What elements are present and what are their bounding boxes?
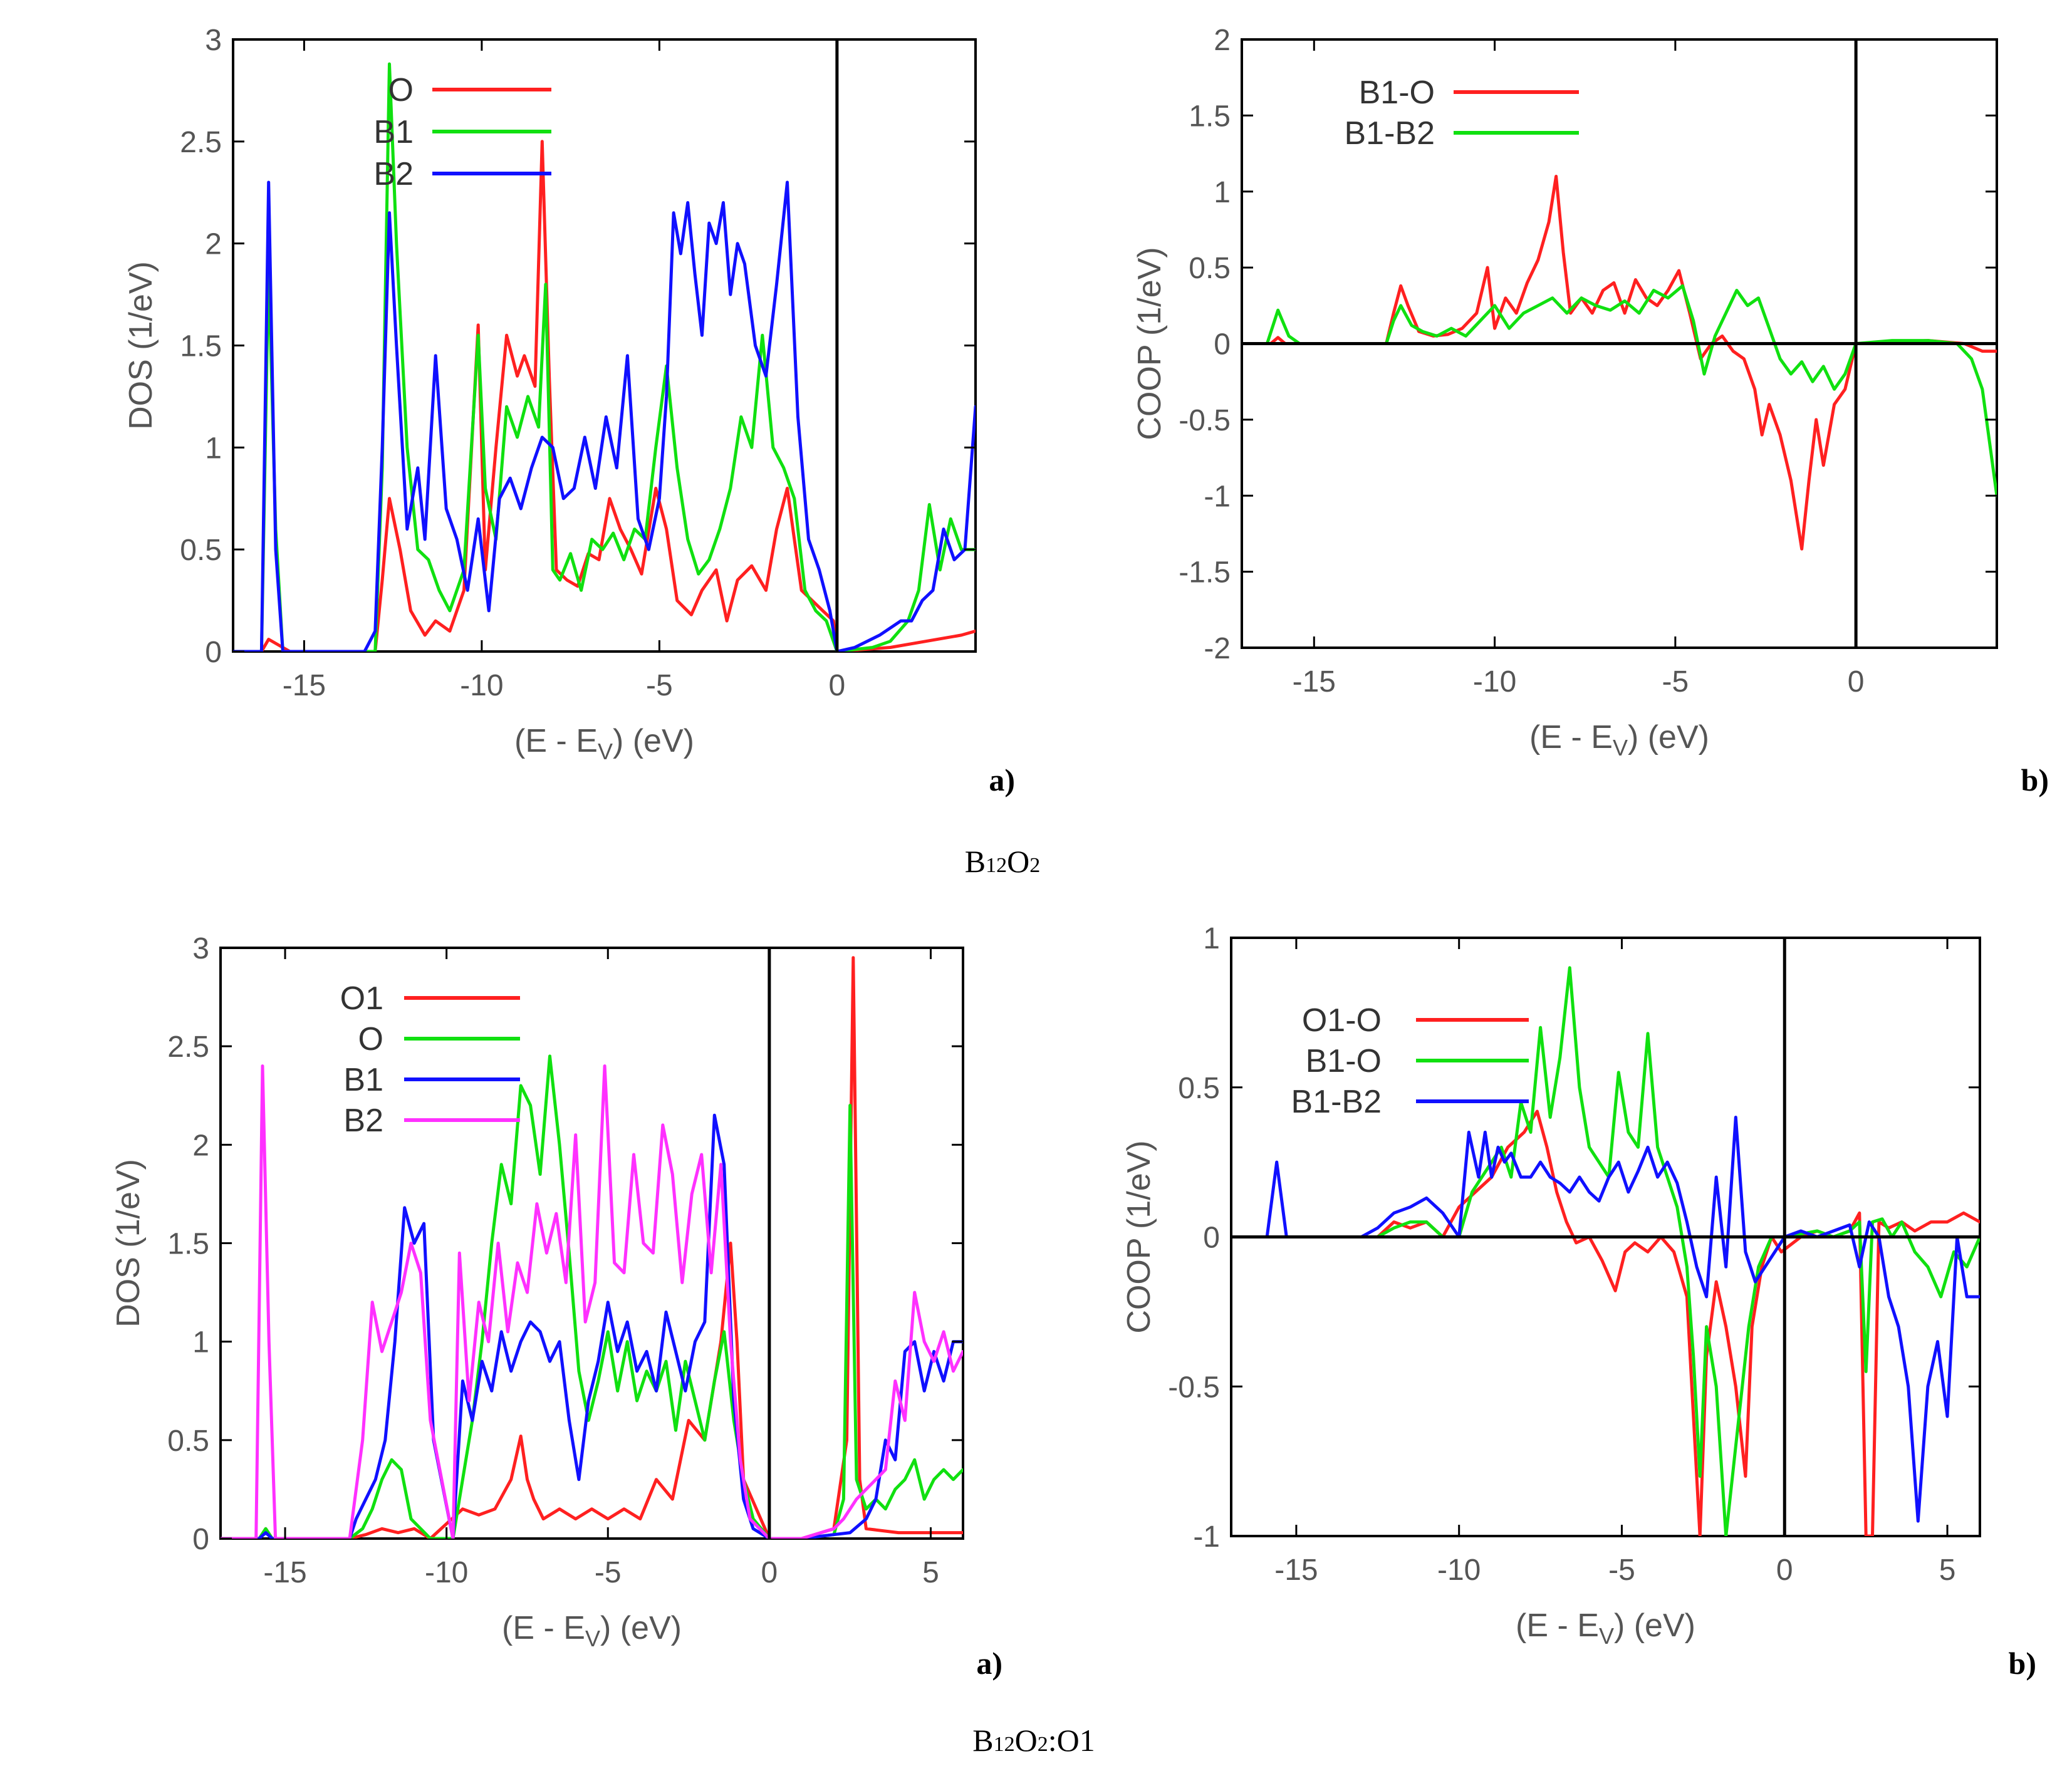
y-axis-label: COOP (1/eV)	[1132, 247, 1168, 440]
legend-label: B1-O	[1359, 75, 1435, 111]
panel-label: a)	[976, 1646, 1002, 1681]
series-line-o	[221, 1054, 963, 1539]
x-tick-label: -5	[595, 1556, 622, 1589]
y-tick-label: 0	[192, 1523, 209, 1556]
y-tick-label: 2	[1214, 24, 1231, 57]
x-tick-label: -10	[1473, 665, 1516, 698]
x-tick-label: -15	[263, 1556, 306, 1589]
bottom-dos-chart: -15 -10 -5 0 5 0 0.5 1 1.5 2 2.5 3 (E - EV) (eV) DOS …	[110, 932, 1002, 1681]
y-tick-label: 1	[1214, 176, 1231, 209]
y-tick-label: 2.5	[167, 1031, 209, 1064]
legend-label: B2	[373, 156, 414, 192]
y-tick-label: 2	[192, 1129, 209, 1162]
x-tick-label: 0	[761, 1556, 778, 1589]
legend-label: O1	[340, 980, 383, 1017]
y-tick-label: 1	[1203, 922, 1220, 955]
x-tick-label: -10	[460, 669, 503, 702]
series-line-b2	[221, 1064, 963, 1539]
x-tick-label: -10	[1437, 1554, 1481, 1587]
y-tick-label: -2	[1204, 632, 1231, 665]
legend-label: O1-O	[1302, 1002, 1382, 1039]
y-tick-label: 1.5	[167, 1228, 209, 1261]
legend-label: B1	[343, 1062, 383, 1098]
series-line-b1-b2	[1231, 1116, 1980, 1523]
top-dos-chart: -15 -10 -5 0 0 0.5 1 1.5 2 2.5 3 (E - EV) (eV) DOS (…	[123, 24, 1015, 797]
y-tick-label: -1	[1204, 480, 1231, 513]
x-tick-label: -10	[425, 1556, 468, 1589]
legend-label: O	[388, 72, 414, 108]
y-axis-label: DOS (1/eV)	[110, 1159, 147, 1327]
series-line-b1-b2	[1242, 284, 1997, 497]
y-tick-label: -1.5	[1179, 556, 1231, 589]
x-axis-label: (E - EV) (eV)	[502, 1610, 682, 1651]
series-line-o	[233, 140, 976, 652]
y-tick-label: 0	[205, 636, 222, 669]
x-tick-label: 5	[922, 1556, 939, 1589]
y-tick-label: 2.5	[180, 126, 222, 159]
y-tick-label: -0.5	[1179, 404, 1231, 437]
y-tick-label: 1.5	[180, 330, 222, 363]
y-axis-label: DOS (1/eV)	[123, 261, 159, 430]
panel-label: b)	[2009, 1646, 2036, 1681]
x-tick-label: 0	[1776, 1554, 1793, 1587]
y-tick-label: 0	[1203, 1222, 1220, 1255]
series-line-b1	[221, 1113, 963, 1539]
plot-area	[232, 38, 977, 653]
x-tick-label: -15	[1293, 665, 1336, 698]
top-coop-chart: -15 -10 -5 0 -2 -1.5 -1 -0.5 0 0.5 1 1.5 2 (E - EV) (…	[1132, 24, 2049, 797]
legend-label: B2	[343, 1103, 383, 1139]
x-axis-label: (E - EV) (eV)	[1529, 719, 1709, 761]
bottom-coop-chart: -15 -10 -5 0 5 -1 -0.5 0 0.5 1 (E - EV) (eV) COOP (…	[1121, 922, 2036, 1681]
x-tick-label: -15	[283, 669, 326, 702]
y-axis-label: COOP (1/eV)	[1121, 1140, 1157, 1333]
y-tick-label: -1	[1193, 1520, 1220, 1554]
legend-label: B1-O	[1306, 1043, 1382, 1079]
series-line-b2	[233, 180, 976, 652]
x-tick-label: 0	[1848, 665, 1865, 698]
y-tick-label: 1.5	[1189, 100, 1231, 133]
x-tick-label: -5	[1608, 1554, 1635, 1587]
y-tick-label: -0.5	[1168, 1371, 1220, 1404]
panel-label: a)	[989, 762, 1015, 797]
series-line-b1-o	[1242, 175, 1997, 551]
y-tick-label: 0.5	[1189, 252, 1231, 285]
caption-bottom: B12O2:O1	[972, 1723, 1095, 1758]
x-tick-label: 5	[1939, 1554, 1956, 1587]
y-tick-label: 0	[1214, 328, 1231, 361]
y-tick-label: 0.5	[167, 1425, 209, 1458]
x-tick-label: 0	[829, 669, 846, 702]
series-line-o1	[221, 956, 963, 1539]
y-tick-label: 2	[205, 228, 222, 261]
legend-label: B1-B2	[1291, 1084, 1382, 1120]
y-tick-label: 3	[192, 932, 209, 965]
caption-top: B12O2	[965, 844, 1040, 879]
panel-label: b)	[2021, 762, 2049, 797]
series-line-b1	[233, 62, 976, 652]
x-axis-label: (E - EV) (eV)	[1516, 1607, 1695, 1649]
legend-label: B1-B2	[1344, 115, 1435, 152]
series-line-o1-o	[1231, 1109, 1980, 1536]
y-tick-label: 1	[205, 432, 222, 465]
y-tick-label: 3	[205, 24, 222, 57]
legend-label: O	[358, 1021, 383, 1057]
y-tick-label: 0.5	[1178, 1072, 1220, 1105]
x-axis-label: (E - EV) (eV)	[514, 723, 694, 764]
y-tick-label: 1	[192, 1326, 209, 1359]
y-tick-label: 0.5	[180, 534, 222, 567]
x-tick-label: -5	[646, 669, 673, 702]
x-tick-label: -15	[1274, 1554, 1318, 1587]
x-tick-label: -5	[1662, 665, 1689, 698]
legend-label: B1	[373, 114, 414, 150]
